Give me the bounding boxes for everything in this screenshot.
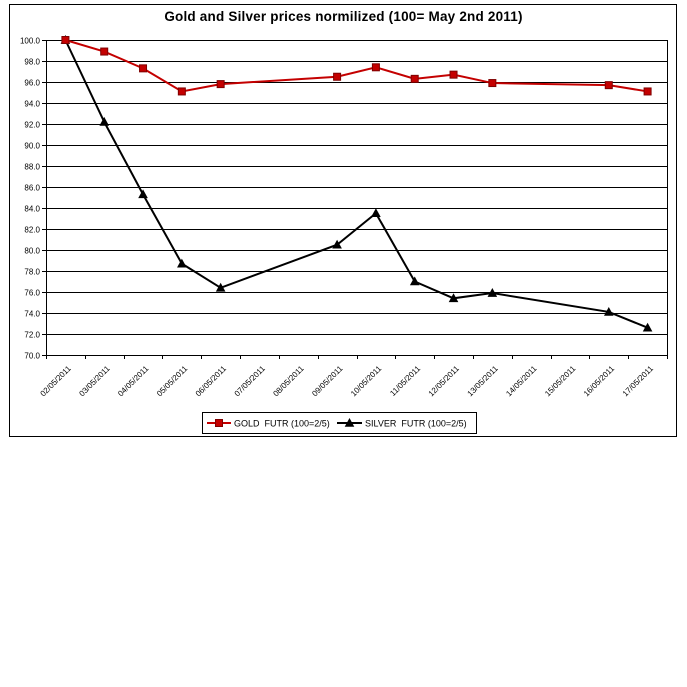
gold-marker <box>449 70 458 79</box>
y-tick-label: 96.0 <box>24 79 40 88</box>
y-tick-label: 98.0 <box>24 58 40 67</box>
y-tick-label: 72.0 <box>24 331 40 340</box>
gold-marker <box>139 64 148 73</box>
x-axis-labels: 02/05/2011 03/05/2011 04/05/2011 05/05/2011… <box>39 364 656 399</box>
x-axis-ticks <box>46 355 668 359</box>
y-tick-label: 92.0 <box>24 121 40 130</box>
gold-marker <box>333 72 342 81</box>
legend-gold-marker <box>215 419 223 427</box>
y-tick-label: 74.0 <box>24 310 40 319</box>
x-tick-label: 11/05/2011 <box>388 364 422 398</box>
y-tick-label: 88.0 <box>24 163 40 172</box>
legend: GOLD FUTR (100=2/5) SILVER FUTR (100=2/5) <box>202 412 477 434</box>
y-tick-label: 82.0 <box>24 226 40 235</box>
gold-marker <box>604 81 613 90</box>
gold-marker <box>216 80 225 89</box>
silver-marker <box>332 239 342 249</box>
x-tick-label: 02/05/2011 <box>39 364 74 399</box>
x-tick-label: 07/05/2011 <box>233 364 268 399</box>
x-tick-label: 09/05/2011 <box>310 364 345 399</box>
y-tick-label: 78.0 <box>24 268 40 277</box>
x-tick-label: 10/05/2011 <box>349 364 384 399</box>
silver-series <box>60 35 653 332</box>
silver-marker <box>371 208 381 218</box>
y-tick-label: 100.0 <box>20 37 41 46</box>
y-tick-label: 86.0 <box>24 184 40 193</box>
silver-marker <box>99 116 110 126</box>
legend-label-silver: SILVER FUTR (100=2/5) <box>365 419 467 429</box>
gold-series <box>61 36 652 96</box>
silver-marker <box>409 276 420 286</box>
y-axis-ticks <box>42 40 46 356</box>
y-tick-label: 94.0 <box>24 100 40 109</box>
silver-marker <box>448 293 459 303</box>
gold-marker <box>177 87 186 96</box>
silver-marker <box>177 258 187 268</box>
x-tick-label: 05/05/2011 <box>155 364 190 399</box>
gold-marker <box>643 87 652 96</box>
silver-marker <box>642 322 653 332</box>
chart-outer-border <box>9 4 677 437</box>
y-tick-label: 84.0 <box>24 205 40 214</box>
x-tick-label: 13/05/2011 <box>465 364 500 399</box>
silver-series-line <box>64 39 648 329</box>
x-tick-label: 06/05/2011 <box>194 364 229 399</box>
y-tick-label: 90.0 <box>24 142 40 151</box>
x-tick-label: 16/05/2011 <box>582 364 617 399</box>
gold-marker <box>410 74 419 83</box>
x-tick-label: 14/05/2011 <box>504 364 539 399</box>
y-tick-label: 70.0 <box>24 352 40 361</box>
chart-title: Gold and Silver prices normilized (100= … <box>164 9 523 24</box>
legend-label-gold: GOLD FUTR (100=2/5) <box>234 419 330 429</box>
gold-marker <box>371 63 380 72</box>
gold-marker <box>100 47 109 56</box>
gold-marker <box>61 36 70 44</box>
x-tick-label: 12/05/2011 <box>427 364 462 399</box>
x-tick-label: 08/05/2011 <box>271 364 306 399</box>
y-tick-label: 80.0 <box>24 247 40 256</box>
silver-marker <box>603 306 614 316</box>
x-tick-label: 03/05/2011 <box>77 364 112 399</box>
y-tick-label: 76.0 <box>24 289 40 298</box>
x-tick-label: 15/05/2011 <box>543 364 578 399</box>
gold-series-line <box>65 39 648 93</box>
silver-marker <box>487 288 498 297</box>
y-axis-labels: 100.0 98.0 96.0 94.0 92.0 90.0 88.0 86.0 84.0 82.… <box>20 37 41 361</box>
silver-marker <box>138 189 148 199</box>
x-tick-label: 17/05/2011 <box>621 364 656 399</box>
legend-silver-marker <box>344 418 355 427</box>
x-tick-label: 04/05/2011 <box>116 364 151 399</box>
gold-marker <box>488 79 497 88</box>
silver-marker <box>215 282 226 292</box>
